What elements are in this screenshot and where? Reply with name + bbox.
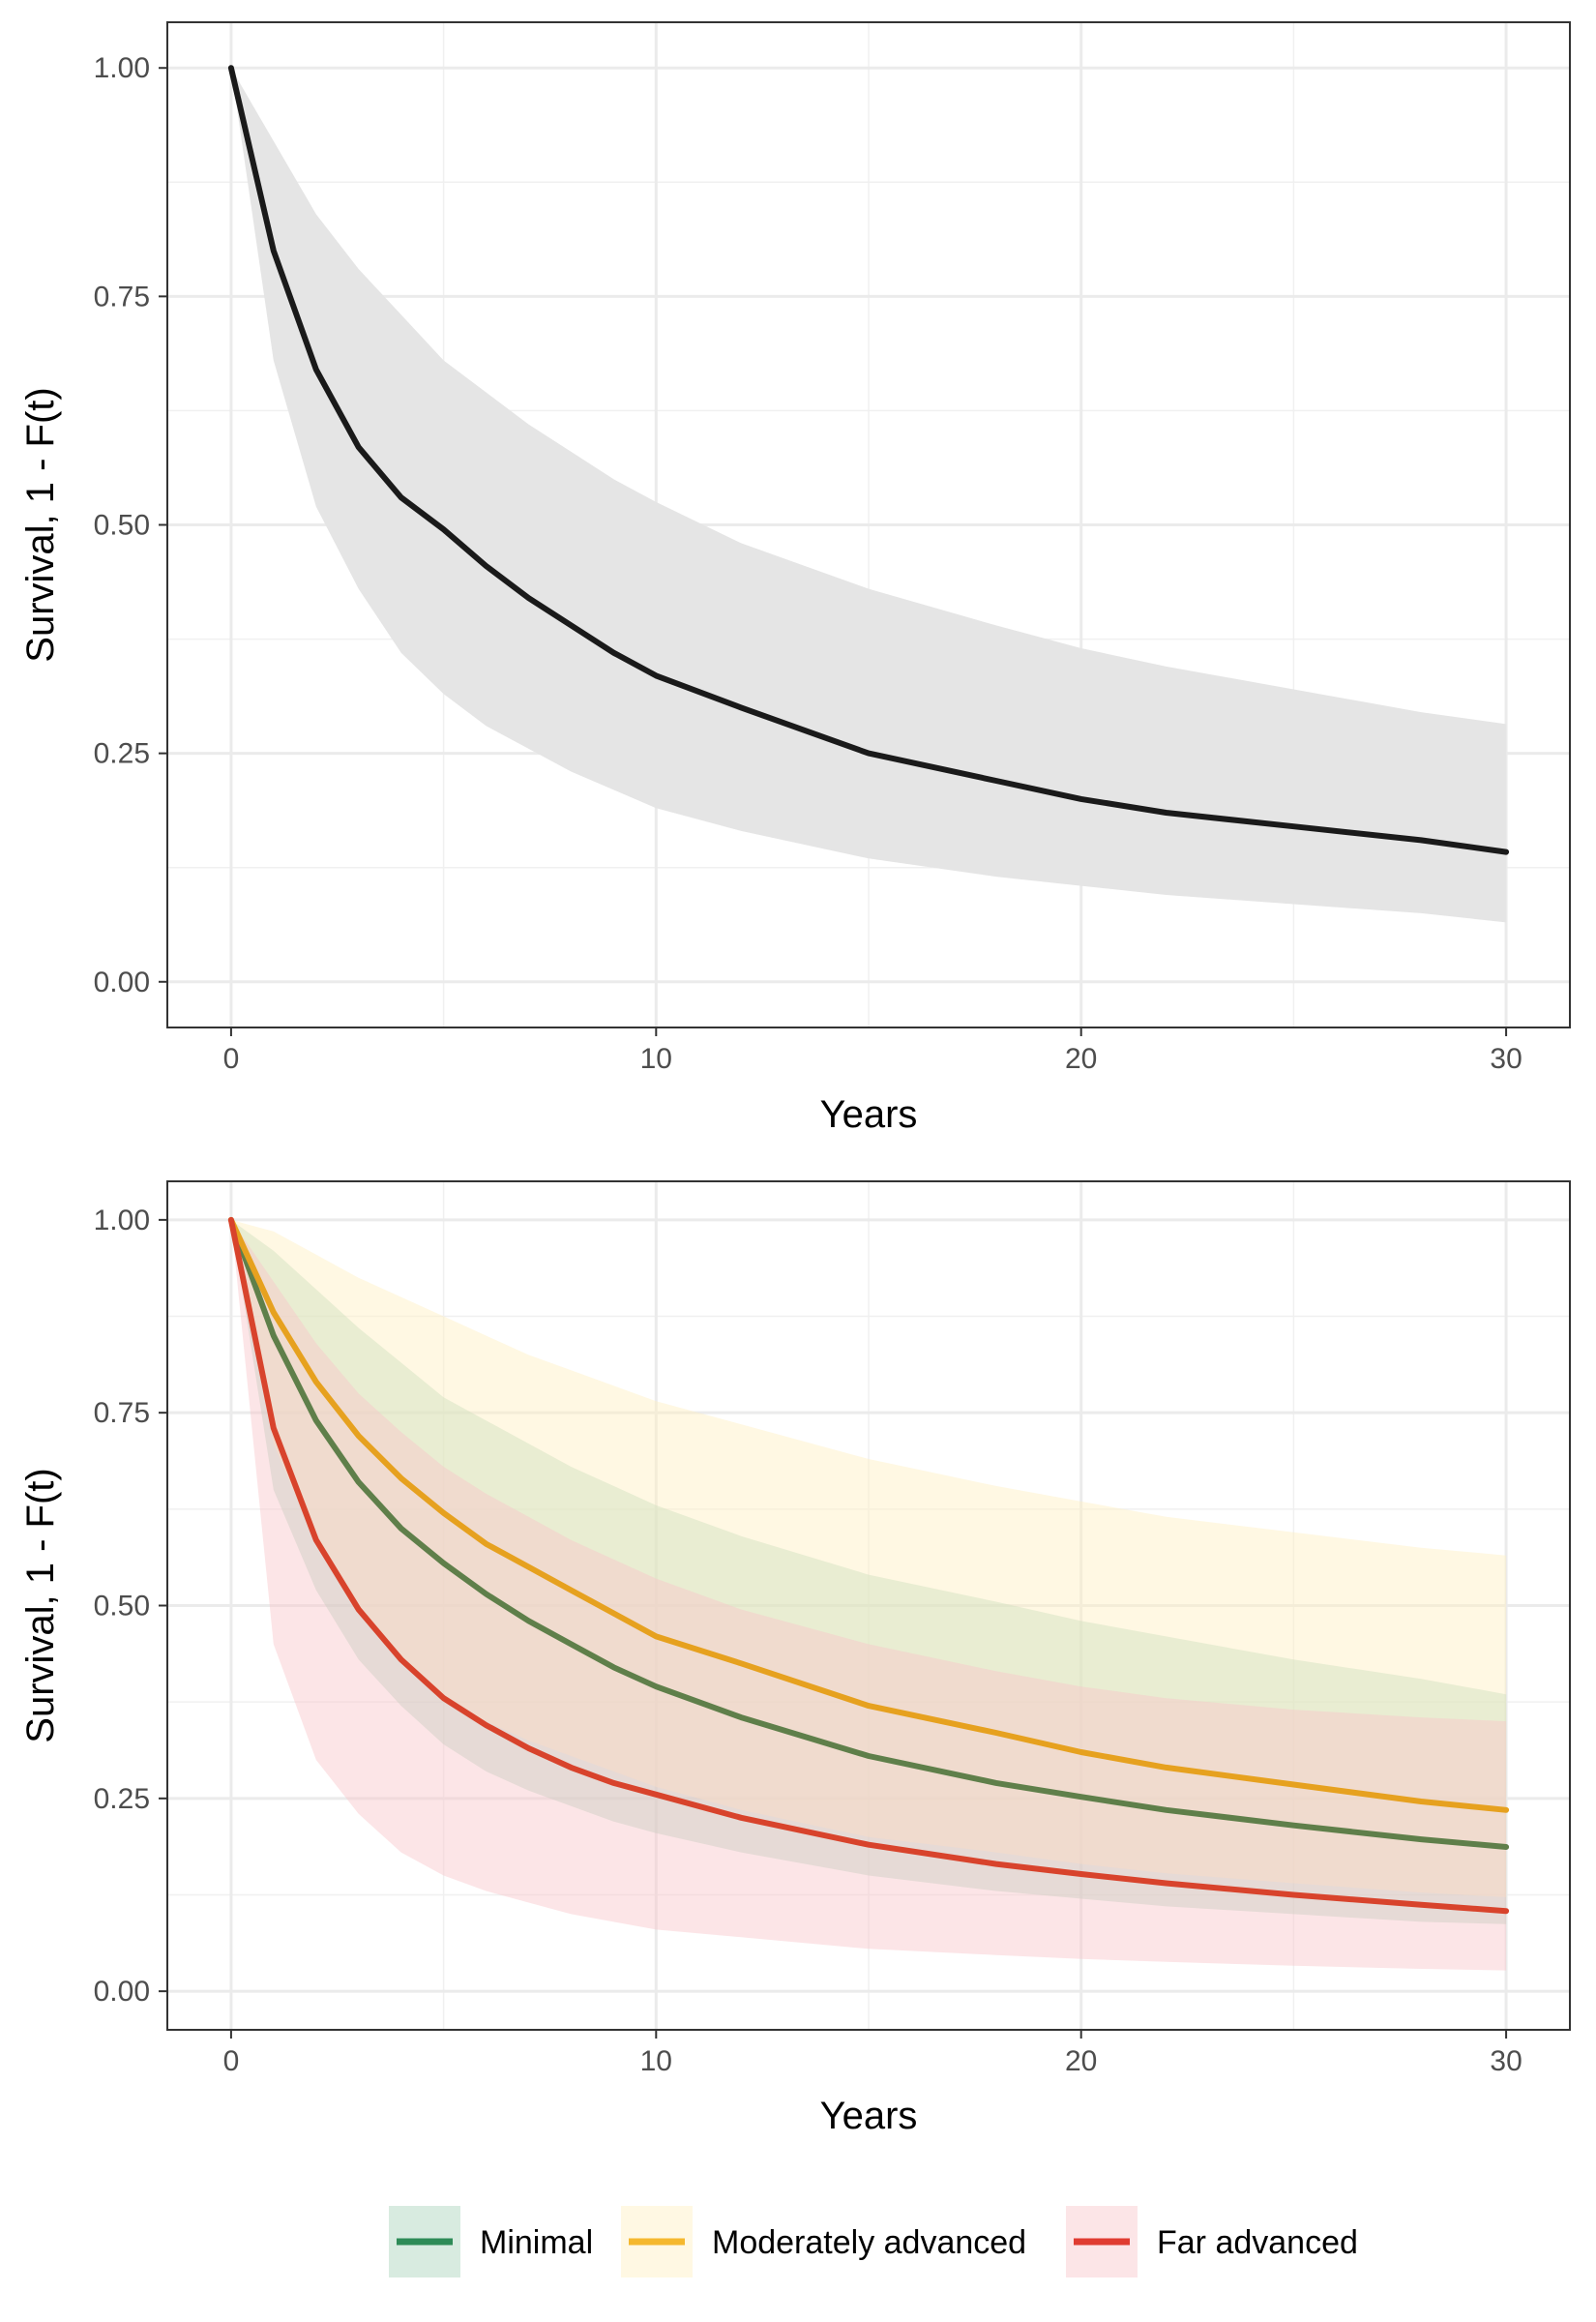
y-tick-label: 0.50 (94, 1591, 150, 1622)
confidence-band-moderately-advanced (230, 1219, 1507, 1897)
x-tick-label: 10 (640, 2045, 672, 2077)
y-tick-label: 0.25 (94, 738, 150, 770)
x-axis-title: Years (820, 2095, 918, 2137)
y-tick-label: 1.00 (94, 1205, 150, 1236)
y-axis-title: Survival, 1 - F(t) (19, 387, 62, 662)
x-tick-label: 10 (640, 1043, 672, 1075)
confidence-band-far-advanced (230, 1219, 1507, 1971)
survival-curve-moderately-advanced (227, 1216, 1510, 1813)
x-tick-label: 30 (1490, 1043, 1522, 1075)
legend-label: Moderately advanced (712, 2224, 1026, 2261)
y-tick-label: 0.25 (94, 1783, 150, 1815)
y-tick-label: 1.00 (94, 52, 150, 84)
confidence-band-minimal (230, 1219, 1507, 1924)
x-tick-label: 0 (223, 2045, 240, 2077)
y-tick-label: 0.50 (94, 510, 150, 542)
legend-label: Minimal (480, 2224, 593, 2261)
survival-curve-minimal (227, 1216, 1510, 1850)
y-axis-title: Survival, 1 - F(t) (19, 1468, 62, 1742)
y-tick-label: 0.00 (94, 967, 150, 998)
survival-curve-far-advanced (227, 1216, 1510, 1915)
x-axis-title: Years (820, 1093, 918, 1136)
y-tick-label: 0.75 (94, 281, 150, 313)
x-tick-label: 0 (223, 1043, 240, 1075)
y-tick-label: 0.75 (94, 1397, 150, 1429)
survival-curve-overall (227, 65, 1510, 855)
chart-overall-survival: 0 10 20 30 0.00 0.25 0.50 0.75 1.00 Years Survival… (19, 21, 1571, 1136)
y-tick-label: 0.00 (94, 1976, 150, 2008)
legend-label: Far advanced (1157, 2224, 1358, 2261)
x-tick-label: 20 (1065, 1043, 1097, 1075)
legend: Minimal Moderately advanced Far advanced (389, 2206, 1358, 2277)
confidence-band-overall (230, 68, 1507, 923)
x-tick-label: 20 (1065, 2045, 1097, 2077)
x-tick-label: 30 (1490, 2045, 1522, 2077)
chart-survival-by-stage: 0 10 20 30 0.00 0.25 0.50 0.75 1.00 Years Survival… (19, 1180, 1571, 2137)
